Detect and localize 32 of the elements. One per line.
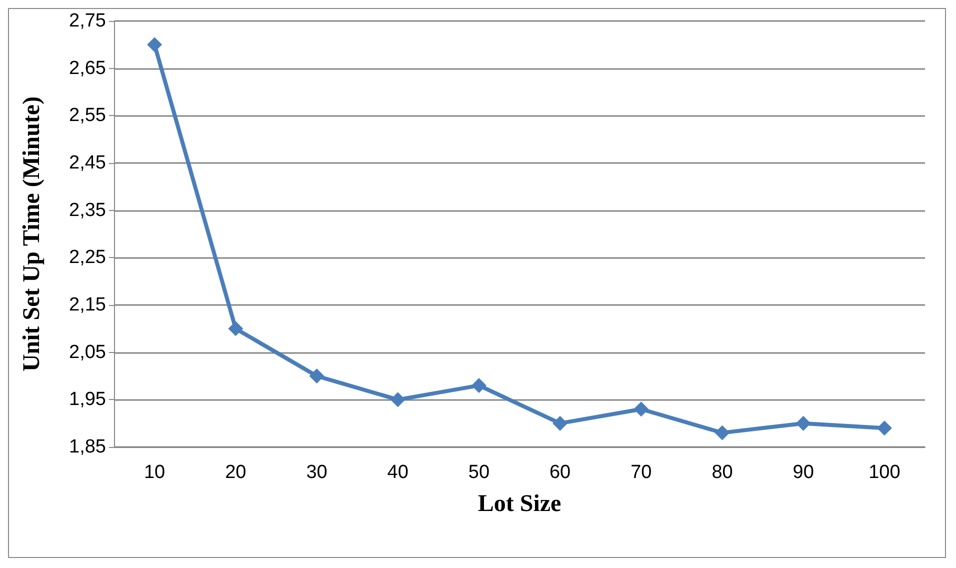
point bbox=[309, 368, 324, 384]
y-tick-label: 2,55 bbox=[69, 105, 106, 126]
x-tick-label: 80 bbox=[712, 462, 733, 483]
point bbox=[552, 416, 568, 431]
point bbox=[471, 378, 486, 393]
x-tick-label: 30 bbox=[306, 462, 328, 483]
point bbox=[714, 425, 730, 440]
y-tick-label: 2,35 bbox=[69, 200, 106, 221]
y-tick-label: 2,75 bbox=[69, 10, 106, 32]
point bbox=[796, 416, 811, 431]
y-tick-label: 2,15 bbox=[69, 294, 106, 316]
y-tick-label: 2,45 bbox=[69, 152, 106, 174]
y-tick-label: 2,05 bbox=[69, 342, 106, 363]
point bbox=[390, 392, 406, 408]
y-tick-label: 1,85 bbox=[69, 436, 106, 458]
y-axis-title: Unit Set Up Time (Minute) bbox=[19, 96, 45, 372]
y-tick-label: 2,65 bbox=[69, 58, 106, 79]
y-tick-label: 2,25 bbox=[69, 247, 106, 268]
y-tick-label: 1,95 bbox=[69, 389, 106, 410]
x-tick-label: 70 bbox=[630, 462, 652, 483]
x-tick-label: 10 bbox=[144, 462, 166, 483]
point bbox=[228, 321, 244, 336]
x-tick-label: 100 bbox=[868, 462, 900, 483]
x-tick-label: 20 bbox=[225, 462, 246, 483]
x-tick-label: 50 bbox=[468, 462, 490, 483]
x-axis-title: Lot Size bbox=[478, 491, 562, 517]
x-tick-label: 40 bbox=[387, 462, 408, 483]
x-tick-label: 60 bbox=[549, 462, 571, 483]
point bbox=[876, 420, 892, 436]
x-tick-label: 90 bbox=[792, 462, 814, 483]
point bbox=[147, 37, 162, 52]
point bbox=[634, 402, 649, 417]
